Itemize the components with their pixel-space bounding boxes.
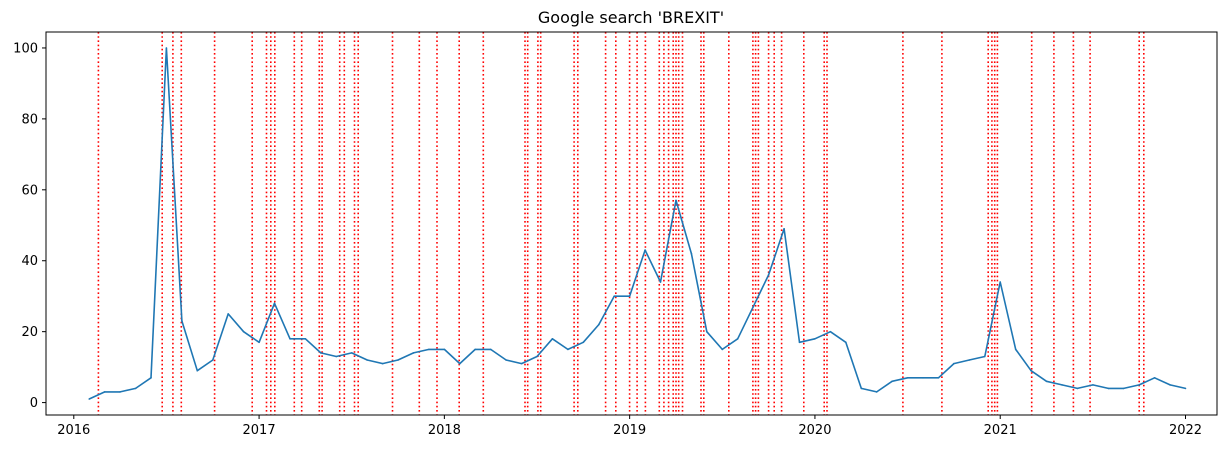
data-point — [258, 341, 260, 344]
data-point — [227, 313, 229, 315]
data-point — [150, 377, 152, 379]
data-point — [551, 338, 554, 340]
data-point — [350, 352, 353, 354]
data-point — [103, 391, 106, 393]
data-point — [860, 387, 863, 390]
plot-frame — [45, 31, 1218, 416]
data-point — [1045, 380, 1048, 383]
data-point — [814, 338, 816, 340]
data-point — [891, 380, 893, 383]
data-point — [397, 359, 399, 361]
data-point — [428, 348, 430, 351]
data-point — [736, 338, 739, 340]
y-tick-label: 20 — [21, 325, 38, 340]
data-point — [922, 377, 924, 379]
chart-title: Google search 'BREXIT' — [538, 8, 724, 27]
y-axis: 0 20 40 60 80 100 — [13, 41, 46, 411]
x-tick-label: 2017 — [243, 423, 276, 438]
data-point — [644, 249, 646, 251]
data-point — [443, 348, 446, 351]
data-point — [1076, 387, 1079, 390]
x-tick-label: 2018 — [428, 423, 461, 438]
data-point — [505, 359, 507, 361]
data-point — [706, 330, 708, 333]
data-point — [1061, 384, 1063, 386]
x-tick-label: 2022 — [1169, 423, 1202, 438]
data-point — [1138, 384, 1140, 386]
data-point — [212, 359, 214, 361]
data-point — [242, 330, 245, 333]
event-lines — [97, 32, 1145, 415]
data-point — [88, 398, 90, 400]
data-point — [1107, 387, 1110, 390]
data-point — [1014, 348, 1017, 351]
data-point — [536, 355, 538, 358]
data-point — [474, 348, 477, 351]
data-point — [783, 228, 785, 230]
data-point — [582, 341, 585, 344]
data-point — [721, 348, 724, 351]
y-tick-label: 40 — [21, 254, 38, 269]
series-layer — [88, 47, 1187, 400]
data-point — [1153, 377, 1156, 379]
data-point — [675, 199, 677, 202]
data-point — [459, 362, 461, 365]
data-point — [767, 274, 770, 276]
data-point — [829, 330, 832, 333]
data-point — [628, 295, 631, 298]
y-tick-label: 60 — [21, 183, 38, 198]
data-point — [1030, 369, 1032, 372]
data-point — [196, 369, 199, 372]
data-point — [1122, 387, 1125, 390]
data-point — [335, 355, 338, 358]
data-point — [119, 391, 121, 393]
x-tick-label: 2019 — [613, 423, 646, 438]
data-point — [968, 359, 971, 361]
data-point — [320, 352, 322, 354]
data-point — [273, 302, 276, 305]
y-tick-label: 100 — [13, 41, 38, 56]
data-point — [659, 281, 662, 283]
data-point — [1092, 384, 1094, 386]
data-point — [520, 362, 523, 365]
x-tick-label: 2021 — [984, 423, 1017, 438]
data-point — [953, 362, 955, 365]
series-line — [88, 47, 1186, 400]
data-point — [690, 252, 693, 255]
data-point — [165, 47, 168, 49]
data-point — [366, 359, 369, 361]
data-point — [381, 362, 384, 365]
y-tick-label: 0 — [30, 396, 38, 411]
data-point — [937, 377, 940, 379]
data-point — [1184, 387, 1187, 390]
data-point — [798, 341, 801, 344]
x-tick-label: 2020 — [798, 423, 831, 438]
data-point — [906, 377, 909, 379]
data-point — [134, 387, 137, 390]
x-tick-label: 2016 — [57, 423, 90, 438]
data-point — [875, 391, 878, 393]
data-point — [1169, 384, 1171, 386]
data-point — [412, 352, 415, 354]
y-tick-label: 80 — [21, 112, 38, 127]
data-point — [598, 323, 600, 326]
data-point — [304, 338, 307, 340]
data-point — [489, 348, 492, 351]
data-point — [567, 348, 569, 351]
x-axis: 2016 2017 2018 2019 2020 2021 2022 — [57, 415, 1202, 438]
data-point — [181, 320, 183, 322]
data-point — [613, 295, 615, 298]
data-point — [752, 306, 754, 308]
data-point — [999, 281, 1001, 283]
data-point — [289, 338, 291, 340]
data-point — [984, 355, 986, 358]
data-point — [845, 341, 847, 344]
